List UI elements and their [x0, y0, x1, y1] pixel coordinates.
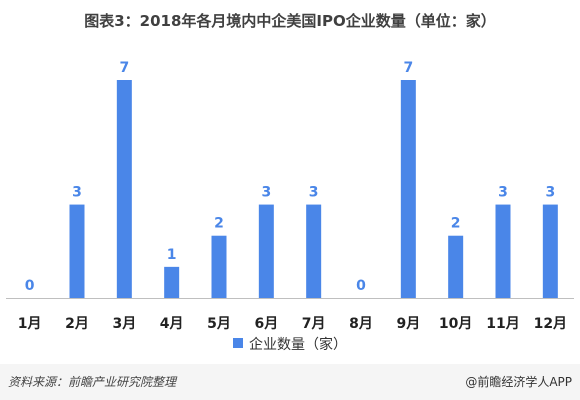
value-label-4: 1 [167, 247, 177, 263]
bar-12 [542, 204, 558, 298]
value-label-10: 2 [451, 216, 461, 232]
x-tick-label-10: 10月 [439, 316, 472, 332]
x-tick-label-5: 5月 [207, 316, 231, 332]
x-tick-label-11: 11月 [486, 316, 519, 332]
x-tick-label-12: 12月 [534, 316, 567, 332]
x-tick-label-8: 8月 [349, 316, 373, 332]
value-label-8: 0 [356, 278, 366, 294]
value-label-9: 7 [403, 60, 413, 76]
bar-9 [400, 80, 416, 298]
bar-5 [211, 235, 227, 298]
footer: 资料来源：前瞻产业研究院整理 @前瞻经济学人APP [0, 364, 580, 400]
chart-title: 图表3：2018年各月境内中企美国IPO企业数量（单位：家） [84, 12, 496, 30]
legend-swatch [233, 338, 243, 348]
value-label-2: 3 [72, 185, 82, 201]
value-label-1: 0 [25, 278, 35, 294]
value-label-11: 3 [498, 185, 508, 201]
bar-4 [164, 266, 180, 298]
x-tick-label-3: 3月 [112, 316, 136, 332]
bar-11 [495, 204, 511, 298]
x-tick-label-2: 2月 [65, 316, 89, 332]
bar-10 [448, 235, 464, 298]
bars-group [69, 80, 558, 298]
x-tick-label-9: 9月 [396, 316, 420, 332]
value-label-3: 7 [119, 60, 129, 76]
value-label-6: 3 [261, 185, 271, 201]
bar-6 [258, 204, 274, 298]
value-label-5: 2 [214, 216, 224, 232]
x-tick-label-7: 7月 [302, 316, 326, 332]
bar-7 [306, 204, 322, 298]
bar-2 [69, 204, 85, 298]
value-label-12: 3 [545, 185, 555, 201]
source-note: 资料来源：前瞻产业研究院整理 [8, 375, 177, 389]
x-tick-label-1: 1月 [18, 316, 42, 332]
x-tick-label-4: 4月 [160, 316, 184, 332]
value-labels-group: 0 3 7 1 2 3 3 0 7 2 3 3 [25, 60, 555, 294]
brand-credit: @前瞻经济学人APP [465, 375, 572, 389]
value-label-7: 3 [309, 185, 319, 201]
bar-3 [116, 80, 132, 298]
x-tick-labels-group: 1月 2月 3月 4月 5月 6月 7月 8月 9月 10月 11月 12月 [18, 316, 567, 332]
legend: 企业数量（家） [0, 334, 580, 354]
x-tick-label-6: 6月 [254, 316, 278, 332]
legend-label: 企业数量（家） [249, 337, 347, 353]
